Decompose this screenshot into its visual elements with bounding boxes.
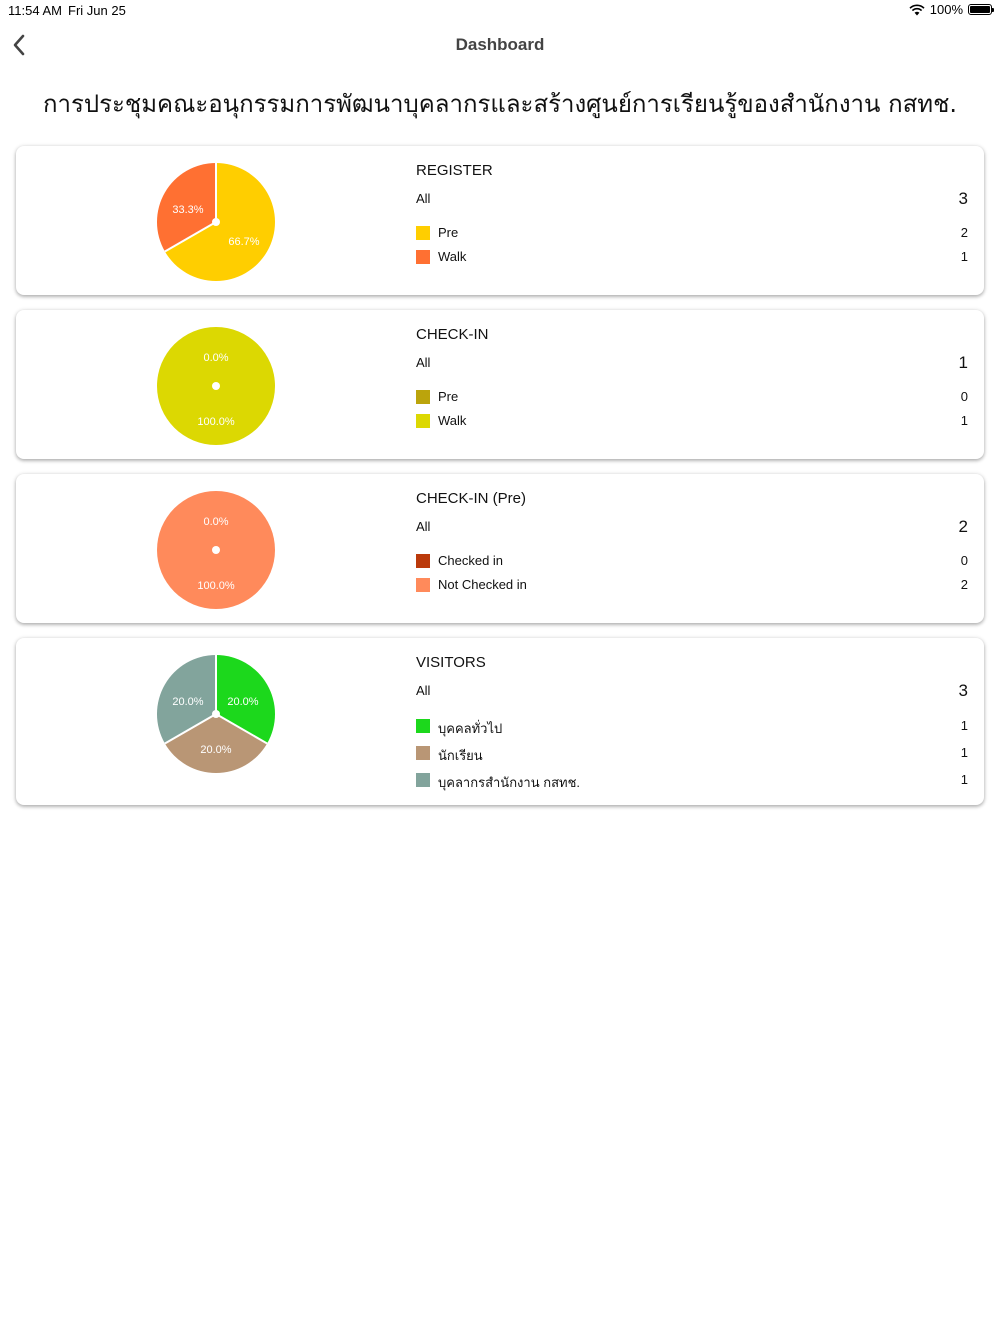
legend-item: Checked in 0 [416,552,968,572]
checkin-pre-pie-label-checked-in: 0.0% [203,516,228,528]
legend-label: Not Checked in [438,577,527,592]
register-all-label: All [416,191,431,206]
battery-percent: 100% [929,2,963,17]
legend-swatch [416,773,430,787]
status-bar: 11:54 AM Fri Jun 25 100% [0,0,1000,22]
legend-swatch [416,250,430,264]
legend-item: บุคคลทั่วไป 1 [416,717,968,737]
checkin-pre-pie-label-not-checked-in: 100.0% [197,580,235,592]
page-title: การประชุมคณะอนุกรรมการพัฒนาบุคลากรและสร้… [43,90,957,118]
checkin-pre-title: CHECK-IN (Pre) [416,490,527,507]
legend-item: Walk 1 [416,412,968,432]
checkin-card: 0.0% 100.0% CHECK-IN All 1 Pre 0 Walk 1 [16,310,984,459]
legend-item: นักเรียน 1 [416,744,968,764]
visitors-title: VISITORS [416,654,486,671]
register-title: REGISTER [416,162,493,179]
legend-value: 1 [960,718,968,733]
legend-item: Not Checked in 2 [416,576,968,596]
legend-item: บุคลากรสำนักงาน กสทช. 1 [416,771,968,791]
legend-value: 1 [960,745,968,760]
register-all-value: 3 [958,189,968,208]
checkin-all-value: 1 [958,353,968,372]
checkin-pre-all-label: All [416,519,431,534]
checkin-pie-label-pre: 0.0% [203,352,228,364]
visitors-all-value: 3 [958,681,968,700]
chevron-left-icon [13,34,25,56]
legend-swatch [416,578,430,592]
register-pie-label-pre: 66.7% [228,236,259,248]
legend-label: Pre [438,225,459,240]
checkin-pie-label-walk: 100.0% [197,416,235,428]
legend-value: 0 [960,553,968,568]
nav-title: Dashboard [455,35,545,54]
register-pie-chart: 66.7% 33.3% [156,163,275,281]
legend-label: Walk [438,249,467,264]
nav-bar: Dashboard [0,24,1000,66]
battery-icon [968,4,994,15]
checkin-pie-chart: 0.0% 100.0% [157,327,275,445]
checkin-pre-card: 0.0% 100.0% CHECK-IN (Pre) All 2 Checked… [16,474,984,623]
legend-item: Walk 1 [416,248,968,268]
visitors-pie-label-staff: 20.0% [172,696,203,708]
legend-swatch [416,414,430,428]
checkin-title: CHECK-IN [416,326,489,343]
legend-swatch [416,226,430,240]
legend-item: Pre 0 [416,388,968,408]
wifi-icon [909,4,925,15]
legend-swatch [416,390,430,404]
legend-value: 2 [960,225,968,240]
visitors-pie-label-students: 20.0% [200,744,231,756]
visitors-pie-label-general: 20.0% [227,696,258,708]
legend-value: 1 [960,249,968,264]
status-time: 11:54 AM [8,3,62,18]
status-date: Fri Jun 25 [68,3,126,18]
visitors-pie-chart: 20.0% 20.0% 20.0% [156,655,276,774]
register-card: 66.7% 33.3% REGISTER All 3 Pre 2 Walk 1 [16,146,984,295]
legend-swatch [416,746,430,760]
register-pie-label-walk: 33.3% [172,204,203,216]
legend-label: บุคคลทั่วไป [438,721,503,736]
checkin-all-label: All [416,355,431,370]
visitors-all-label: All [416,683,431,698]
legend-swatch [416,719,430,733]
visitors-card: 20.0% 20.0% 20.0% VISITORS All 3 บุคคลทั… [16,638,984,805]
legend-label: Walk [438,413,467,428]
legend-value: 1 [960,413,968,428]
legend-label: Pre [438,389,459,404]
status-indicators: 100% [909,2,994,17]
legend-value: 2 [960,577,968,592]
legend-value: 0 [960,389,968,404]
legend-item: Pre 2 [416,224,968,244]
back-button[interactable] [4,30,34,60]
legend-label: Checked in [438,553,504,568]
checkin-pre-all-value: 2 [958,517,968,536]
checkin-pre-pie-chart: 0.0% 100.0% [157,491,275,609]
legend-label: บุคลากรสำนักงาน กสทช. [438,775,581,790]
legend-label: นักเรียน [438,748,483,763]
legend-swatch [416,554,430,568]
legend-value: 1 [960,772,968,787]
